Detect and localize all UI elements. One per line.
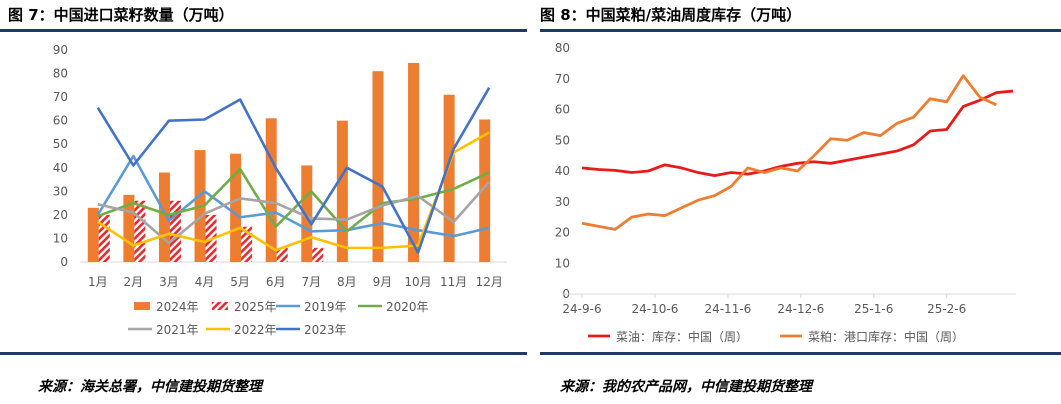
y-tick-label: 50 [555, 133, 570, 147]
x-tick-label: 24-10-6 [632, 302, 679, 316]
x-tick-label: 24-12-6 [777, 302, 824, 316]
x-tick-label: 9月 [373, 275, 393, 289]
bar-2024 [265, 118, 277, 262]
left-chart: 0 10 20 30 40 50 60 70 80 90 1月 2月 3月 4月 5月 6月 7月 8月 9月 10月… [53, 43, 507, 337]
x-tick-label: 25-2-6 [927, 302, 966, 316]
x-tick-label: 4月 [195, 275, 215, 289]
x-tick-label: 8月 [337, 275, 357, 289]
y-tick-label: 60 [555, 103, 570, 117]
bar-2024 [443, 94, 455, 262]
legend-label: 菜粕：港口库存：中国（周） [808, 329, 964, 344]
line-series [581, 74, 998, 231]
legend-label: 2022年 [234, 323, 277, 337]
y-tick-label: 0 [60, 255, 68, 269]
y-tick-label: 10 [53, 231, 68, 245]
bar-2025 [134, 200, 146, 262]
x-tick-label: 12月 [476, 275, 503, 289]
x-tick-label: 7月 [301, 275, 321, 289]
legend-label: 2023年 [304, 323, 347, 337]
y-tick-label: 80 [555, 41, 570, 55]
bar-2024 [372, 71, 384, 262]
y-tick-label: 60 [53, 114, 68, 128]
y-tick-label: 70 [555, 72, 570, 86]
y-tick-label: 50 [53, 137, 68, 151]
bar-2024 [408, 62, 420, 263]
y-tick-label: 20 [555, 226, 570, 240]
legend-label: 2021年 [156, 323, 199, 337]
right-chart-title: 图 8：中国菜粕/菜油周度库存（万吨） [540, 6, 802, 24]
bar-2024 [158, 172, 170, 262]
y-tick-label: 40 [53, 161, 68, 175]
bar-2024 [123, 194, 135, 262]
x-tick-label: 1月 [88, 275, 108, 289]
right-panel: 图 8：中国菜粕/菜油周度库存（万吨） 0 10 20 30 40 50 60 70 80 24-… [530, 0, 1061, 404]
line-2023年 [96, 87, 491, 254]
legend-label: 2025年 [234, 300, 277, 314]
right-top-rule [540, 29, 1061, 32]
x-tick-label: 2月 [124, 275, 144, 289]
line-2021年 [97, 181, 491, 245]
x-tick-label: 11月 [440, 275, 467, 289]
x-tick-label: 10月 [404, 275, 431, 289]
y-tick-label: 30 [555, 195, 570, 209]
y-tick-label: 40 [555, 164, 570, 178]
bar-2025 [98, 214, 110, 262]
x-tick-label: 24-9-6 [562, 302, 601, 316]
x-tick-label: 5月 [230, 275, 250, 289]
legend-label: 菜油：库存：中国（周） [616, 329, 748, 344]
legend-label: 2020年 [386, 300, 429, 314]
line-2022年 [97, 131, 490, 252]
left-bottom-rule [0, 352, 527, 355]
y-tick-label: 90 [53, 43, 68, 57]
y-tick-label: 30 [53, 184, 68, 198]
bar-2024 [479, 119, 491, 262]
legend-swatch [134, 302, 150, 310]
right-source: 来源：我的农产品网，中信建投期货整理 [560, 379, 812, 395]
x-tick-label: 3月 [159, 275, 179, 289]
left-source: 来源：海关总署，中信建投期货整理 [38, 379, 262, 395]
line-series [581, 89, 1014, 178]
bar-2025 [276, 247, 288, 262]
bar-2024 [301, 165, 313, 262]
x-tick-label: 25-1-6 [854, 302, 893, 316]
bar-2025 [169, 200, 181, 262]
left-panel: 图 7：中国进口菜籽数量（万吨） 0 10 20 30 40 50 60 70 80 90 1月 2月… [0, 0, 530, 404]
legend-label: 2024年 [156, 300, 199, 314]
bar-2025 [241, 226, 253, 262]
bar-2024 [87, 207, 99, 262]
y-tick-label: 20 [53, 208, 68, 222]
bar-2024 [230, 153, 242, 262]
y-tick-label: 70 [53, 90, 68, 104]
x-tick-label: 6月 [266, 275, 286, 289]
legend-label: 2019年 [304, 300, 347, 314]
line-2020年 [97, 167, 490, 233]
legend-swatch [212, 302, 228, 310]
y-tick-label: 10 [555, 256, 570, 270]
left-chart-title: 图 7：中国进口菜籽数量（万吨） [8, 6, 234, 24]
x-tick-label: 24-11-6 [704, 302, 751, 316]
bar-2025 [312, 247, 324, 262]
bar-2024 [336, 120, 348, 263]
y-tick-label: 80 [53, 67, 68, 81]
right-bottom-rule [540, 352, 1061, 355]
left-top-rule [0, 29, 527, 32]
